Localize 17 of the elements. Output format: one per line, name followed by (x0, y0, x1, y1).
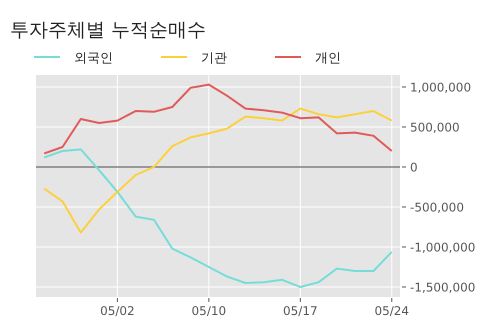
y-tick-label: 0 (410, 160, 418, 174)
line-series (43, 148, 393, 288)
y-tick-label: 500,000 (410, 120, 460, 134)
x-tick-label: 05/24 (374, 304, 410, 318)
line-series (43, 84, 393, 154)
y-tick-label: -1,500,000 (410, 280, 476, 294)
legend-label: 기관 (201, 51, 227, 66)
y-tick-label: 1,000,000 (410, 80, 472, 94)
legend-label: 외국인 (74, 51, 113, 66)
x-tick-label: 05/17 (283, 304, 318, 318)
y-tick-label: -500,000 (410, 200, 464, 214)
legend-label: 개인 (315, 51, 341, 66)
y-tick-label: -1,000,000 (410, 240, 476, 254)
line-series (43, 108, 393, 234)
x-tick-label: 05/02 (100, 304, 135, 318)
chart-title: 투자주체별 누적순매수 (10, 19, 206, 41)
x-tick-label: 05/10 (192, 304, 226, 318)
